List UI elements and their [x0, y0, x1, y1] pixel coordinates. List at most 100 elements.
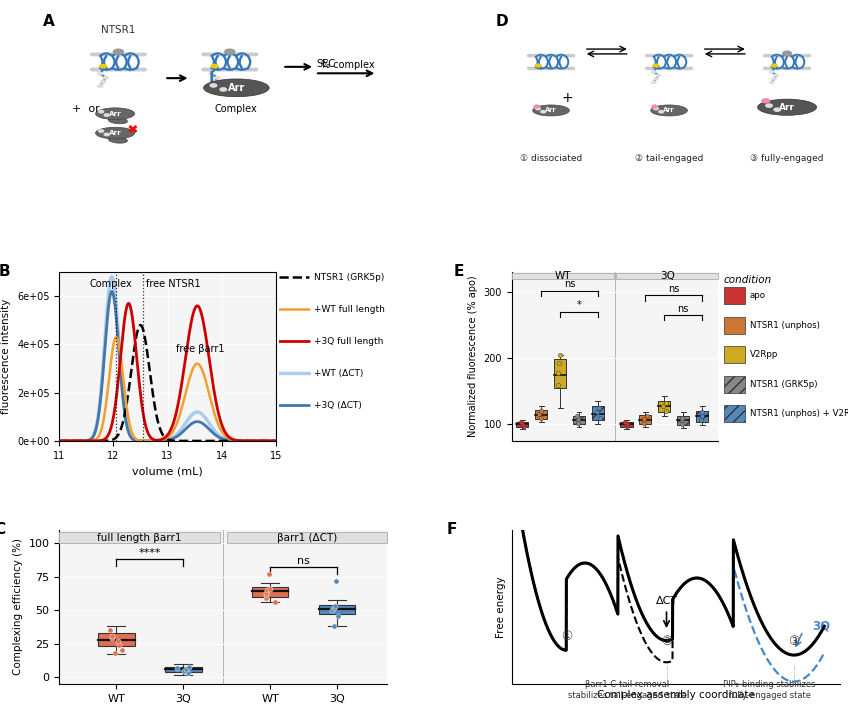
- Circle shape: [783, 51, 791, 55]
- Circle shape: [127, 53, 132, 56]
- Text: NTSR1 (unphos) + V2Rpp: NTSR1 (unphos) + V2Rpp: [750, 410, 848, 418]
- Circle shape: [653, 64, 659, 67]
- Text: NTSR1 (unphos): NTSR1 (unphos): [750, 320, 820, 330]
- Point: [113, 639, 126, 651]
- Text: Arr: Arr: [109, 130, 121, 136]
- Point: [332, 610, 345, 621]
- Circle shape: [668, 67, 673, 70]
- Circle shape: [91, 68, 96, 71]
- Circle shape: [211, 53, 216, 56]
- Text: 3Q: 3Q: [660, 271, 674, 281]
- Bar: [98, 633, 135, 647]
- Circle shape: [95, 68, 101, 71]
- Circle shape: [220, 68, 226, 71]
- Point: [260, 585, 274, 596]
- Circle shape: [252, 68, 258, 71]
- Point: [553, 357, 566, 369]
- Point: [182, 661, 196, 672]
- Text: ✦: ✦: [652, 104, 657, 109]
- Circle shape: [532, 55, 536, 57]
- Circle shape: [210, 84, 217, 87]
- Point: [268, 596, 282, 608]
- Text: ns: ns: [564, 279, 575, 289]
- Circle shape: [104, 68, 109, 71]
- Circle shape: [774, 74, 778, 76]
- Circle shape: [207, 68, 212, 71]
- Circle shape: [779, 55, 784, 57]
- Circle shape: [653, 55, 658, 57]
- Circle shape: [136, 53, 142, 56]
- Point: [571, 413, 584, 425]
- Circle shape: [248, 68, 253, 71]
- Circle shape: [220, 53, 226, 56]
- Point: [178, 665, 192, 676]
- Point: [638, 413, 651, 425]
- Text: Complex: Complex: [215, 104, 258, 114]
- Circle shape: [774, 108, 780, 112]
- Text: full length βarr1: full length βarr1: [98, 533, 181, 543]
- Circle shape: [677, 67, 681, 70]
- Ellipse shape: [757, 99, 817, 115]
- Circle shape: [141, 53, 146, 56]
- Circle shape: [790, 55, 795, 57]
- Circle shape: [645, 67, 650, 70]
- Bar: [573, 415, 585, 424]
- Circle shape: [771, 67, 776, 70]
- Circle shape: [215, 68, 221, 71]
- Circle shape: [547, 55, 551, 57]
- Text: +WT full length: +WT full length: [314, 305, 384, 314]
- Circle shape: [665, 55, 669, 57]
- Circle shape: [101, 81, 105, 83]
- Point: [534, 413, 548, 424]
- Circle shape: [238, 68, 244, 71]
- Circle shape: [772, 64, 777, 67]
- Point: [259, 587, 273, 598]
- Point: [328, 600, 342, 612]
- Text: NTSR1: NTSR1: [101, 24, 136, 35]
- Circle shape: [122, 68, 128, 71]
- Point: [620, 418, 633, 429]
- Circle shape: [659, 111, 663, 113]
- Circle shape: [650, 55, 654, 57]
- Circle shape: [770, 81, 774, 84]
- Circle shape: [775, 67, 780, 70]
- Circle shape: [787, 67, 791, 70]
- Bar: [724, 405, 745, 423]
- Circle shape: [114, 68, 119, 71]
- Ellipse shape: [533, 105, 569, 116]
- Circle shape: [562, 55, 567, 57]
- Circle shape: [654, 107, 658, 109]
- Circle shape: [118, 53, 124, 56]
- Circle shape: [141, 68, 146, 71]
- Point: [638, 418, 651, 429]
- Text: ① dissociated: ① dissociated: [520, 154, 583, 163]
- Y-axis label: fluorescence intensity: fluorescence intensity: [2, 299, 12, 414]
- Text: Arr: Arr: [109, 111, 121, 117]
- Bar: [226, 533, 388, 543]
- Circle shape: [680, 67, 685, 70]
- Text: Arr: Arr: [228, 83, 245, 93]
- Circle shape: [114, 53, 119, 56]
- Point: [592, 402, 605, 413]
- X-axis label: volume (mL): volume (mL): [132, 467, 203, 476]
- Circle shape: [772, 78, 776, 80]
- Circle shape: [802, 67, 806, 70]
- Bar: [59, 533, 220, 543]
- Circle shape: [234, 68, 239, 71]
- Text: F: F: [446, 522, 456, 537]
- Circle shape: [651, 81, 656, 84]
- Circle shape: [771, 55, 776, 57]
- Text: free βarr1: free βarr1: [176, 344, 224, 354]
- Bar: [724, 317, 745, 333]
- Text: +3Q (ΔCT): +3Q (ΔCT): [314, 401, 361, 410]
- Circle shape: [770, 71, 774, 73]
- Bar: [516, 422, 528, 427]
- Circle shape: [207, 53, 212, 56]
- Circle shape: [652, 105, 657, 108]
- Ellipse shape: [650, 105, 688, 116]
- Point: [660, 405, 673, 417]
- Point: [552, 379, 566, 390]
- Circle shape: [767, 67, 772, 70]
- Circle shape: [535, 64, 541, 67]
- Circle shape: [570, 55, 575, 57]
